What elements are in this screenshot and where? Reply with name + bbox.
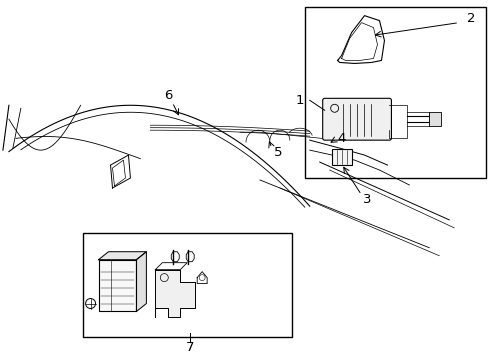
Bar bbox=[304, 7, 485, 178]
Text: 4: 4 bbox=[337, 132, 345, 145]
Polygon shape bbox=[136, 252, 146, 311]
Text: 1: 1 bbox=[295, 94, 304, 107]
Text: 7: 7 bbox=[185, 341, 194, 354]
Bar bbox=[99, 260, 136, 311]
Polygon shape bbox=[155, 270, 195, 318]
Text: 2: 2 bbox=[466, 12, 474, 25]
FancyBboxPatch shape bbox=[322, 98, 390, 140]
Text: 5: 5 bbox=[273, 145, 282, 159]
Polygon shape bbox=[99, 252, 146, 260]
Text: 3: 3 bbox=[363, 193, 371, 206]
Bar bbox=[331, 149, 351, 165]
Text: 6: 6 bbox=[164, 89, 172, 102]
Bar bbox=[428, 112, 440, 126]
Bar bbox=[82, 233, 291, 337]
